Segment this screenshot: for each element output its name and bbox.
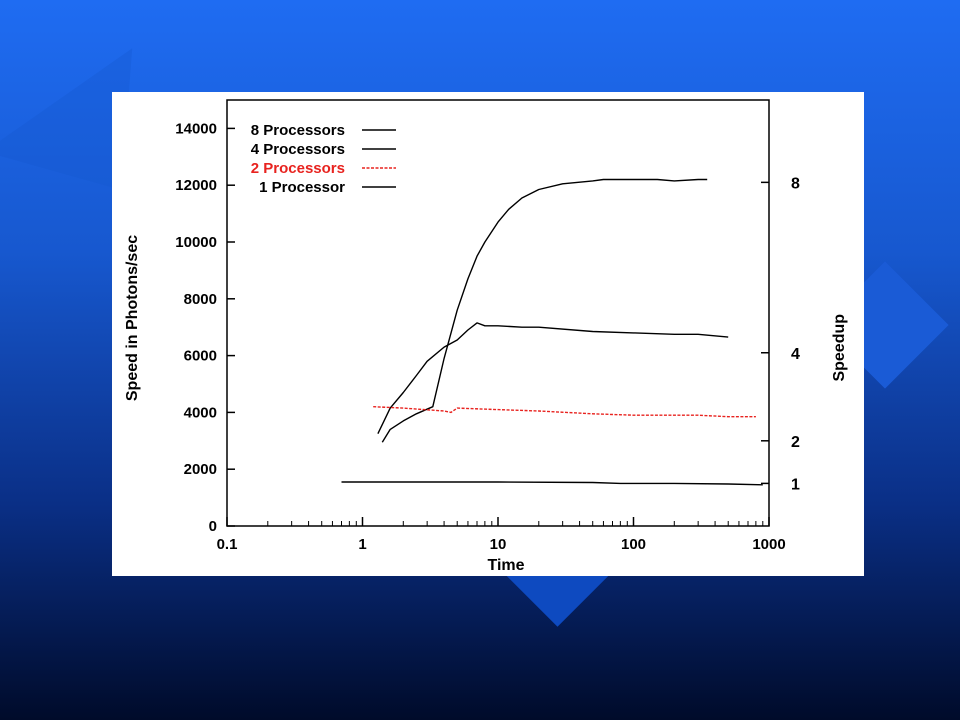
secondary-y-axis-title: Speedup — [831, 314, 848, 382]
series-line-8-processors — [381, 178, 708, 443]
x-axis-title: Time — [487, 557, 524, 574]
y-tick-label: 2000 — [184, 461, 217, 478]
y-tick-label: 4000 — [184, 404, 217, 421]
legend-label: 2 Processors — [251, 160, 345, 177]
y-tick-label: 12000 — [175, 177, 217, 194]
series-lines — [341, 178, 763, 486]
x-axis-ticks: 0.1 1 10 100 1000 — [217, 517, 786, 553]
x-tick-label: 0.1 — [217, 536, 238, 553]
legend-label: 8 Processors — [251, 122, 345, 139]
secondary-y-axis-ticks: 1 2 4 8 — [761, 175, 800, 493]
y-tick-label: 6000 — [184, 348, 217, 365]
x-tick-label: 100 — [621, 536, 646, 553]
y2-tick-label: 4 — [791, 346, 800, 363]
legend-label: 1 Processor — [259, 179, 345, 196]
x-tick-label: 1000 — [752, 536, 785, 553]
y-axis-title: Speed in Photons/sec — [124, 235, 141, 401]
y-tick-label: 0 — [209, 518, 217, 535]
series-line-1-processor — [341, 481, 763, 486]
y-tick-label: 10000 — [175, 234, 217, 251]
y2-tick-label: 2 — [791, 434, 800, 451]
chart-panel: 0.1 1 10 100 1000 0 2000 4000 6000 8000 10000 1200… — [112, 92, 864, 576]
legend-label: 4 Processors — [251, 141, 345, 158]
x-tick-label: 1 — [358, 536, 366, 553]
y2-tick-label: 8 — [791, 175, 800, 192]
y-axis-ticks: 0 2000 4000 6000 8000 10000 12000 14000 — [175, 120, 235, 535]
x-tick-label: 10 — [490, 536, 507, 553]
y-tick-label: 8000 — [184, 291, 217, 308]
series-line-2-processors — [373, 406, 756, 418]
y2-tick-label: 1 — [791, 476, 800, 493]
line-chart: 0.1 1 10 100 1000 0 2000 4000 6000 8000 10000 1200… — [124, 99, 848, 574]
series-line-4-processors — [377, 322, 729, 435]
legend: 8 Processors 4 Processors 2 Processors 1 Pr… — [251, 122, 396, 196]
y-tick-label: 14000 — [175, 120, 217, 137]
